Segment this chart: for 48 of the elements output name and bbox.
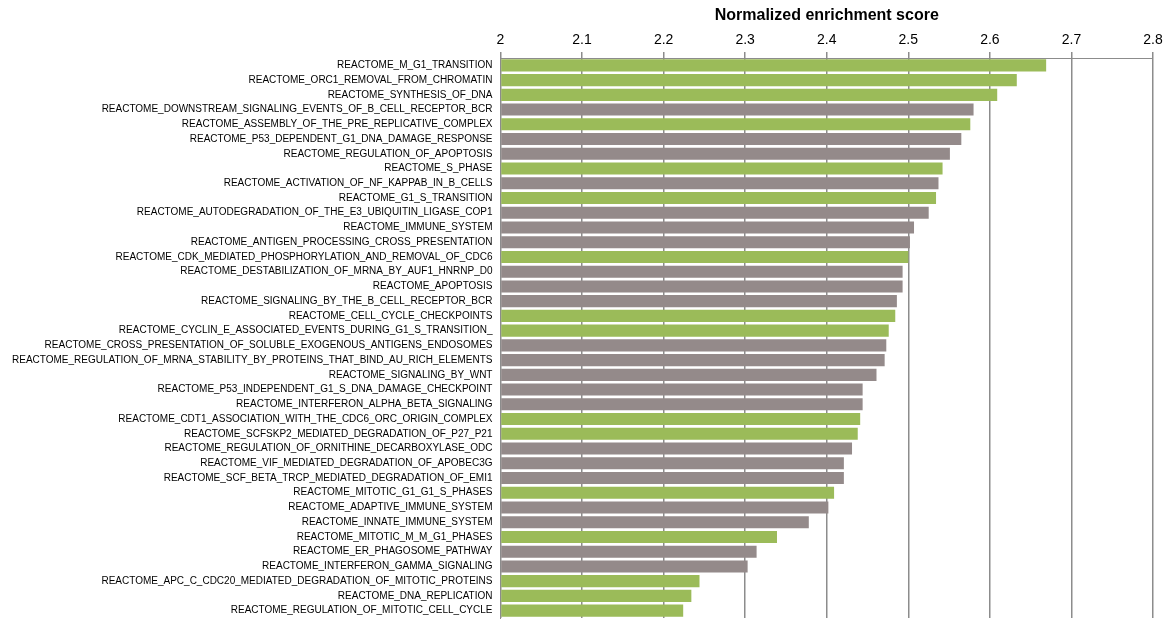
y-tick-label: REACTOME_ORC1_REMOVAL_FROM_CHROMATIN — [248, 73, 493, 85]
y-tick-label: REACTOME_AUTODEGRADATION_OF_THE_E3_UBIQUITIN_LIGASE_COP1 — [136, 206, 493, 218]
y-tick-label: REACTOME_P53_DEPENDENT_G1_DNA_DAMAGE_RESPONSE — [189, 132, 493, 144]
x-tick-label: 2.1 — [572, 31, 592, 48]
y-tick-label: REACTOME_DNA_REPLICATION — [337, 589, 493, 601]
y-tick-label: REACTOME_SIGNALING_BY_THE_B_CELL_RECEPTOR_BCR — [201, 294, 493, 306]
y-tick-label: REACTOME_CROSS_PRESENTATION_OF_SOLUBLE_EXOGENOUS_ANTIGENS_ENDOSOMES — [44, 339, 493, 351]
x-tick-label: 2.3 — [735, 31, 756, 48]
y-tick-label: REACTOME_REGULATION_OF_MRNA_STABILITY_BY_PROTEINS_THAT_BIND_AU_RICH_ELEMENTS — [11, 353, 493, 365]
y-tick-label: REACTOME_SYNTHESIS_OF_DNA — [327, 88, 493, 100]
x-tick-label: 2.4 — [817, 31, 837, 48]
x-tick-label: 2.2 — [653, 31, 674, 48]
y-tick-label: REACTOME_IMMUNE_SYSTEM — [343, 221, 493, 233]
y-tick-label: REACTOME_INTERFERON_ALPHA_BETA_SIGNALING — [236, 398, 493, 410]
y-tick-label: REACTOME_ER_PHAGOSOME_PATHWAY — [293, 545, 493, 557]
y-tick-label: REACTOME_CYCLIN_E_ASSOCIATED_EVENTS_DURING_G1_S_TRANSITION_ — [118, 324, 493, 336]
x-tick-label: 2.5 — [898, 31, 919, 48]
x-tick-label: 2.7 — [1061, 31, 1082, 48]
y-tick-label: REACTOME_DOWNSTREAM_SIGNALING_EVENTS_OF_B_CELL_RECEPTOR_BCR — [101, 103, 493, 115]
y-tick-label: REACTOME_SCF_BETA_TRCP_MEDIATED_DEGRADATION_OF_EMI1 — [163, 471, 493, 483]
y-tick-label: REACTOME_M_G1_TRANSITION — [337, 59, 493, 71]
y-tick-label: REACTOME_APC_C_CDC20_MEDIATED_DEGRADATION_OF_MITOTIC_PROTEINS — [101, 574, 493, 586]
x-tick-label: 2.8 — [1143, 31, 1163, 48]
y-tick-label: REACTOME_INTERFERON_GAMMA_SIGNALING — [262, 560, 493, 572]
x-tick-label: 2.6 — [980, 31, 1000, 48]
y-tick-label: REACTOME_ANTIGEN_PROCESSING_CROSS_PRESENTATION — [190, 235, 493, 247]
y-tick-label: REACTOME_CDT1_ASSOCIATION_WITH_THE_CDC6_ORC_ORIGIN_COMPLEX — [118, 412, 493, 424]
y-tick-label: REACTOME_DESTABILIZATION_OF_MRNA_BY_AUF1_HNRNP_D0 — [180, 265, 493, 277]
y-tick-label: REACTOME_SCFSKP2_MEDIATED_DEGRADATION_OF_P27_P21 — [184, 427, 493, 439]
y-tick-label: REACTOME_ASSEMBLY_OF_THE_PRE_REPLICATIVE_COMPLEX — [181, 118, 493, 130]
y-tick-label: REACTOME_P53_INDEPENDENT_G1_S_DNA_DAMAGE_CHECKPOINT — [157, 383, 493, 395]
y-tick-label: REACTOME_ACTIVATION_OF_NF_KAPPAB_IN_B_CELLS — [223, 177, 493, 189]
y-tick-label: REACTOME_REGULATION_OF_ORNITHINE_DECARBOXYLASE_ODC — [164, 442, 493, 454]
y-tick-label: REACTOME_S_PHASE — [384, 162, 493, 174]
x-axis-title: Normalized enrichment score — [714, 6, 939, 24]
y-tick-label: REACTOME_VIF_MEDIATED_DEGRADATION_OF_APOBEC3G — [200, 457, 493, 469]
y-tick-label: REACTOME_ADAPTIVE_IMMUNE_SYSTEM — [288, 501, 493, 513]
y-tick-label: REACTOME_G1_S_TRANSITION — [338, 191, 493, 203]
x-tick-label: 2 — [496, 31, 505, 48]
y-tick-label: REACTOME_REGULATION_OF_APOPTOSIS — [283, 147, 493, 159]
y-tick-label: REACTOME_MITOTIC_M_M_G1_PHASES — [296, 530, 493, 542]
y-tick-label: REACTOME_CDK_MEDIATED_PHOSPHORYLATION_AND_REMOVAL_OF_CDC6 — [115, 250, 493, 262]
y-tick-label: REACTOME_INNATE_IMMUNE_SYSTEM — [301, 515, 493, 527]
y-tick-label: REACTOME_APOPTOSIS — [372, 280, 493, 292]
y-tick-label: REACTOME_SIGNALING_BY_WNT — [328, 368, 493, 380]
y-tick-label: REACTOME_REGULATION_OF_MITOTIC_CELL_CYCLE — [230, 604, 493, 616]
y-tick-label: REACTOME_CELL_CYCLE_CHECKPOINTS — [288, 309, 493, 321]
y-tick-label: REACTOME_MITOTIC_G1_G1_S_PHASES — [293, 486, 493, 498]
